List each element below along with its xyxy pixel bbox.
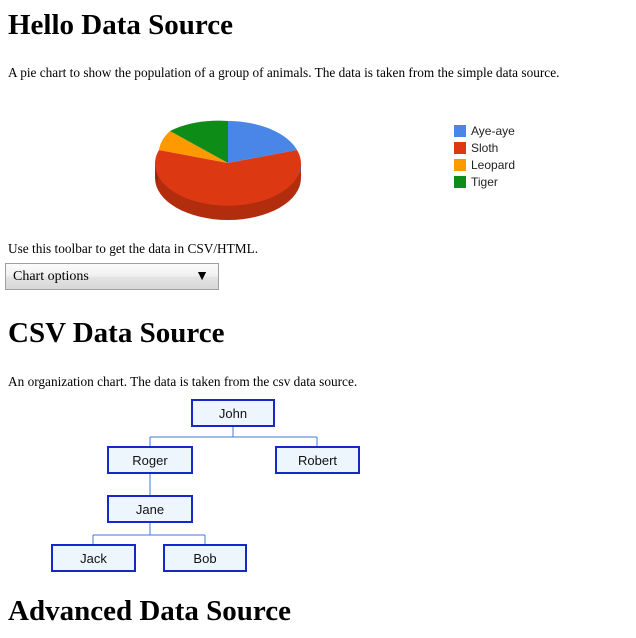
- chart-options-label: Chart options: [13, 268, 89, 284]
- org-node-label-robert: Robert: [297, 452, 338, 468]
- page-title-advanced-data-source: Advanced Data Source: [8, 595, 292, 627]
- org-node-bob[interactable]: Bob: [163, 544, 247, 572]
- chevron-down-icon: ▼: [195, 268, 209, 284]
- legend-item-sloth[interactable]: Sloth: [454, 140, 584, 156]
- legend-swatch-aye-aye: [454, 125, 466, 137]
- legend-label-aye-aye: Aye-aye: [471, 123, 515, 138]
- pie-chart-legend: Aye-aye Sloth Leopard Tiger: [454, 123, 584, 191]
- pie-chart[interactable]: Aye-aye Sloth Leopard Tiger: [8, 96, 628, 224]
- org-chart-connectors: [92, 427, 318, 544]
- pie-slice-leopard[interactable]: [159, 131, 228, 163]
- legend-label-tiger: Tiger: [471, 174, 498, 189]
- org-node-john[interactable]: John: [191, 399, 275, 427]
- pie-slice-aye-aye[interactable]: [228, 121, 297, 163]
- legend-item-tiger[interactable]: Tiger: [454, 174, 584, 190]
- legend-swatch-tiger: [454, 176, 466, 188]
- pie-slices-top: [154, 120, 301, 206]
- description-hello-data-source: A pie chart to show the population of a …: [8, 65, 560, 80]
- page-title-csv-data-source: CSV Data Source: [8, 317, 225, 349]
- legend-swatch-leopard: [454, 159, 466, 171]
- org-node-robert[interactable]: Robert: [275, 446, 360, 474]
- org-node-label-jane: Jane: [135, 501, 165, 517]
- legend-item-leopard[interactable]: Leopard: [454, 157, 584, 173]
- org-node-jack[interactable]: Jack: [51, 544, 136, 572]
- description-csv-data-source: An organization chart. The data is taken…: [8, 374, 358, 389]
- org-node-label-jack: Jack: [80, 550, 107, 566]
- pie-slice-side-sloth: [155, 163, 301, 220]
- legend-label-sloth: Sloth: [471, 140, 499, 155]
- chart-options-dropdown[interactable]: Chart options ▼: [5, 263, 219, 290]
- org-node-label-bob: Bob: [193, 550, 217, 566]
- pie-slice-tiger[interactable]: [170, 120, 228, 163]
- org-node-label-roger: Roger: [132, 452, 168, 468]
- org-node-jane[interactable]: Jane: [107, 495, 193, 523]
- org-node-label-john: John: [218, 405, 248, 421]
- description-toolbar: Use this toolbar to get the data in CSV/…: [8, 241, 259, 256]
- pie-slice-sloth[interactable]: [154, 150, 301, 206]
- page-title-hello-data-source: Hello Data Source: [8, 9, 233, 41]
- pie-chart-canvas[interactable]: [8, 96, 628, 224]
- org-node-roger[interactable]: Roger: [107, 446, 193, 474]
- legend-swatch-sloth: [454, 142, 466, 154]
- legend-item-aye-aye[interactable]: Aye-aye: [454, 123, 584, 139]
- legend-label-leopard: Leopard: [471, 157, 516, 172]
- organization-chart[interactable]: John Roger Robert Jane Jack Bob: [0, 392, 636, 582]
